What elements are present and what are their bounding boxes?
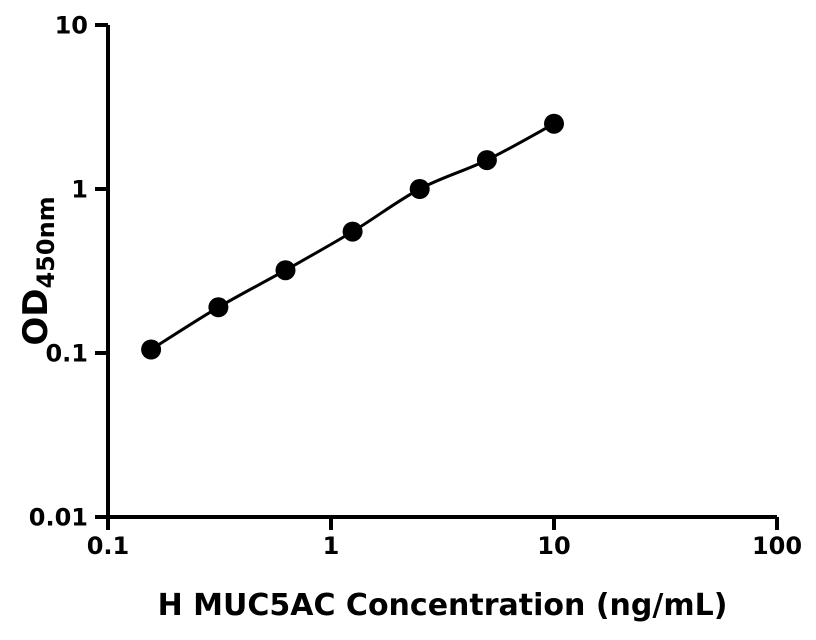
x-tick-label: 0.1	[87, 532, 130, 560]
data-point-marker	[544, 113, 564, 134]
data-point-marker	[208, 297, 229, 318]
y-tick-label: 0.01	[29, 504, 88, 532]
axis-spine	[106, 25, 777, 519]
y-tick-label: 10	[55, 12, 88, 40]
y-axis-label: OD450nm	[16, 196, 60, 345]
x-tick-label: 10	[537, 532, 570, 560]
data-point-marker	[476, 150, 497, 171]
y-tick-label: 1	[71, 176, 88, 204]
data-point-marker	[342, 221, 363, 242]
y-tick-label: 0.1	[45, 340, 88, 368]
x-tick-label: 1	[323, 532, 340, 560]
y-axis-label-main: OD	[16, 288, 56, 346]
x-tick-label: 100	[752, 532, 802, 560]
y-axis-label-subscript: 450nm	[32, 196, 60, 289]
data-point-marker	[275, 260, 296, 281]
x-axis-title: H MUC5AC Concentration (ng/mL)	[157, 588, 728, 623]
data-point-marker	[141, 339, 162, 360]
data-point-marker	[409, 179, 430, 199]
